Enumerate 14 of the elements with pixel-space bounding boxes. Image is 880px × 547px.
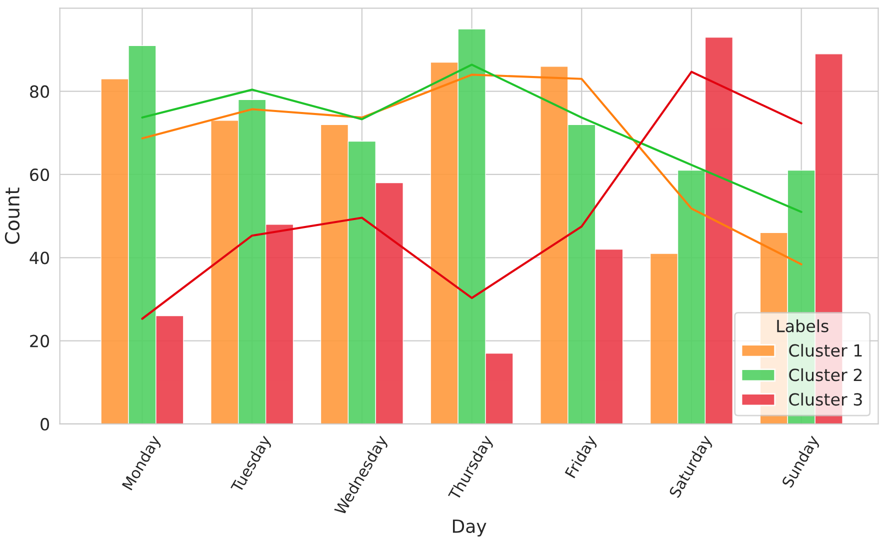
y-tick-label: 0 bbox=[40, 418, 50, 430]
x-axis-title: Day bbox=[452, 520, 486, 537]
y-axis-title: Count bbox=[4, 188, 20, 244]
legend-label: Cluster 1 bbox=[789, 344, 862, 357]
y-tick-label: 60 bbox=[30, 168, 50, 182]
line-series bbox=[141, 70, 802, 320]
y-tick-label: 20 bbox=[30, 334, 50, 348]
legend-title: Labels bbox=[777, 319, 828, 332]
y-tick-label: 80 bbox=[30, 85, 50, 98]
y-tick-label: 40 bbox=[30, 252, 50, 264]
legend-label: Cluster 3 bbox=[789, 392, 862, 406]
line-series bbox=[141, 64, 802, 213]
legend-label: Cluster 2 bbox=[789, 368, 862, 382]
line-series bbox=[141, 74, 802, 266]
